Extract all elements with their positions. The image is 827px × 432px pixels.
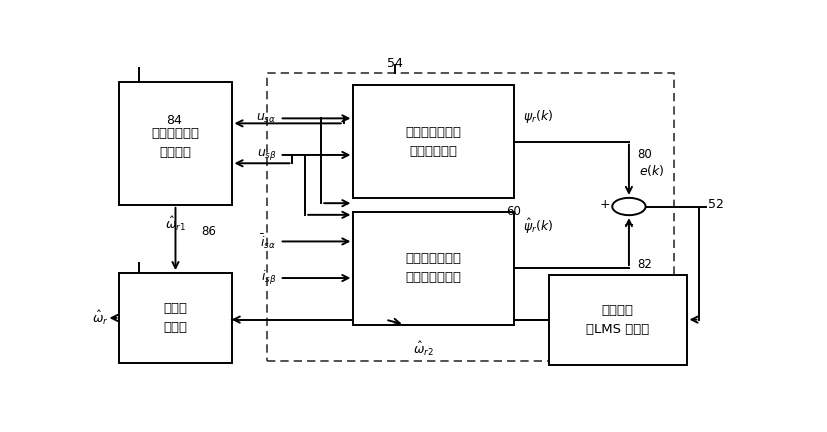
Text: $u_{s\beta}$: $u_{s\beta}$ — [256, 147, 276, 162]
Text: $i_{s\beta}$: $i_{s\beta}$ — [261, 269, 276, 287]
Text: $\hat{\omega}_{r2}$: $\hat{\omega}_{r2}$ — [414, 340, 434, 358]
FancyBboxPatch shape — [353, 85, 514, 198]
Text: 82: 82 — [638, 258, 653, 271]
FancyBboxPatch shape — [119, 273, 232, 363]
FancyBboxPatch shape — [353, 212, 514, 324]
Text: 84: 84 — [166, 114, 182, 127]
Text: 转差频率直接
速度辨识: 转差频率直接 速度辨识 — [151, 127, 199, 159]
Text: 80: 80 — [638, 149, 653, 162]
Text: +: + — [600, 198, 610, 211]
Text: 学习算法
（LMS 算法）: 学习算法 （LMS 算法） — [586, 304, 649, 336]
Text: 可调模型（神经
网络电流模型）: 可调模型（神经 网络电流模型） — [405, 252, 461, 284]
FancyBboxPatch shape — [119, 82, 232, 205]
Text: 60: 60 — [506, 205, 521, 218]
Text: 52: 52 — [708, 198, 724, 211]
Text: $\hat{\omega}_r$: $\hat{\omega}_r$ — [92, 309, 108, 327]
Text: 54: 54 — [387, 57, 403, 70]
Circle shape — [612, 198, 646, 215]
Text: $\psi_r(k)$: $\psi_r(k)$ — [523, 108, 553, 125]
Text: 86: 86 — [202, 225, 217, 238]
FancyBboxPatch shape — [549, 275, 686, 365]
Text: 模糊融
合计算: 模糊融 合计算 — [164, 302, 188, 334]
Text: $e(k)$: $e(k)$ — [638, 163, 664, 178]
Text: $u_{s\alpha}$: $u_{s\alpha}$ — [256, 112, 276, 125]
Text: $\bar{i}_{s\alpha}$: $\bar{i}_{s\alpha}$ — [261, 232, 276, 251]
Text: 参考模型（改进
型电压模型）: 参考模型（改进 型电压模型） — [405, 126, 461, 158]
Text: $\hat{\omega}_{r1}$: $\hat{\omega}_{r1}$ — [165, 215, 185, 233]
Text: $\hat{\psi}_r(k)$: $\hat{\psi}_r(k)$ — [523, 217, 553, 236]
Text: −: − — [624, 219, 634, 232]
